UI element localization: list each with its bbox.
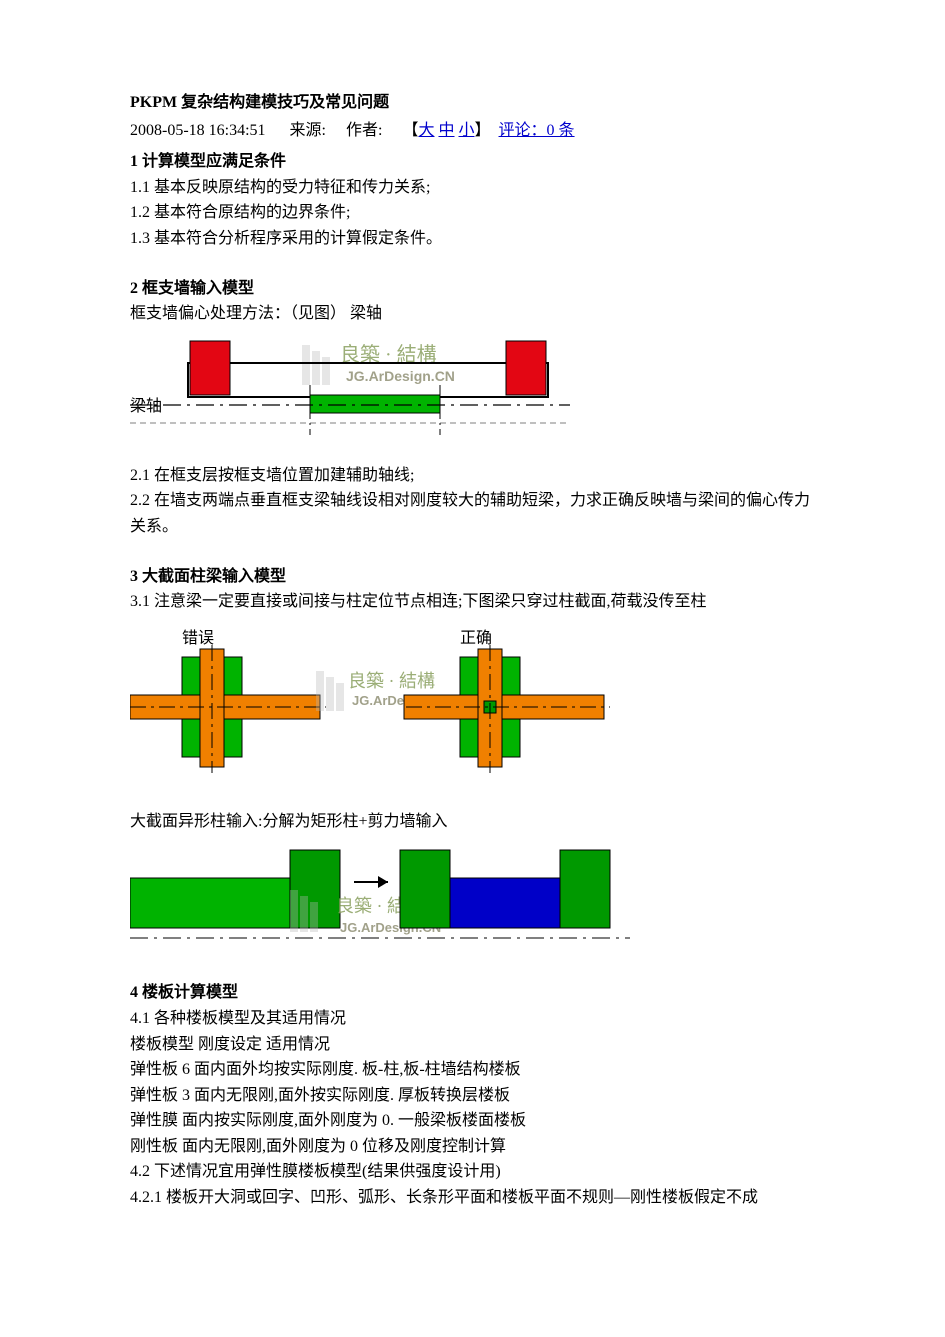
label-correct: 正确 <box>460 629 492 647</box>
axis-label: 梁轴 <box>130 397 162 415</box>
s2-item-1: 2.1 在框支层按框支墙位置加建辅助轴线; <box>130 463 815 489</box>
s4-item-8: 4.2.1 楼板开大洞或回字、凹形、弧形、长条形平面和楼板平面不规则—刚性楼板假… <box>130 1185 815 1211</box>
arrow-head-icon <box>378 876 388 888</box>
s4-item-4: 弹性板 3 面内无限刚,面外按实际刚度. 厚板转换层楼板 <box>130 1083 815 1109</box>
comments-link[interactable]: 评论：0 条 <box>499 122 575 139</box>
s3-line-2: 大截面异形柱输入:分解为矩形柱+剪力墙输入 <box>130 809 815 835</box>
label-wrong: 错误 <box>182 629 214 647</box>
font-small-link[interactable]: 小 <box>459 122 475 139</box>
s4-item-6: 刚性板 面内无限刚,面外刚度为 0 位移及刚度控制计算 <box>130 1134 815 1160</box>
dark-green-col-right1 <box>400 850 450 928</box>
watermark-text: 良築 · 結構 <box>348 671 435 691</box>
s2-line-1: 框支墙偏心处理方法：（见图） 梁轴 <box>130 301 815 327</box>
bracket-open: 【 <box>402 122 418 139</box>
diagram-1: 良築 · 結構 JG.ArDesign.CN 梁轴 <box>130 335 815 455</box>
s2-item-2: 2.2 在墙支两端点垂直框支梁轴线设相对刚度较大的辅助短梁，力求正确反映墙与梁间… <box>130 488 815 539</box>
meta-line: 2008-05-18 16:34:51 来源: 作者: 【大 中 小】 评论：0… <box>130 118 815 144</box>
section-4-head: 4 楼板计算模型 <box>130 980 815 1006</box>
s4-item-2: 楼板模型 刚度设定 适用情况 <box>130 1032 815 1058</box>
s4-item-5: 弹性膜 面内按实际刚度,面外刚度为 0. 一般梁板楼面楼板 <box>130 1108 815 1134</box>
big-green-left <box>130 878 300 928</box>
s3-item-1: 3.1 注意梁一定要直接或间接与柱定位节点相连;下图梁只穿过柱截面,荷载没传至柱 <box>130 589 815 615</box>
section-3-head: 3 大截面柱梁输入模型 <box>130 564 815 590</box>
diagram-2: 错误 正确 良築 · 結構 JG.ArDesign.CN <box>130 623 815 783</box>
s4-item-7: 4.2 下述情况宜用弹性膜楼板模型(结果供强度设计用) <box>130 1159 815 1185</box>
author-label: 作者: <box>346 122 382 139</box>
section-1-head: 1 计算模型应满足条件 <box>130 149 815 175</box>
s1-item-3: 1.3 基本符合分析程序采用的计算假定条件。 <box>130 226 815 252</box>
s4-item-3: 弹性板 6 面内面外均按实际刚度. 板-柱,板-柱墙结构楼板 <box>130 1057 815 1083</box>
left-column <box>190 341 230 395</box>
green-slab <box>310 395 440 413</box>
page: PKPM 复杂结构建模技巧及常见问题 2008-05-18 16:34:51 来… <box>0 0 945 1337</box>
watermark-buildings-icon <box>316 671 344 711</box>
right-column <box>506 341 546 395</box>
s1-item-2: 1.2 基本符合原结构的边界条件; <box>130 200 815 226</box>
watermark-buildings-icon <box>302 345 330 385</box>
bracket-close: 】 <box>475 122 491 139</box>
datetime: 2008-05-18 16:34:51 <box>130 122 266 139</box>
source-label: 来源: <box>290 122 326 139</box>
s1-item-1: 1.1 基本反映原结构的受力特征和传力关系; <box>130 175 815 201</box>
watermark-sub: JG.ArDesign.CN <box>346 368 455 384</box>
section-2-head: 2 框支墙输入模型 <box>130 276 815 302</box>
article-title: PKPM 复杂结构建模技巧及常见问题 <box>130 90 815 116</box>
s4-item-1: 4.1 各种楼板模型及其适用情况 <box>130 1006 815 1032</box>
font-large-link[interactable]: 大 <box>418 122 434 139</box>
font-mid-link[interactable]: 中 <box>438 122 454 139</box>
blue-wall <box>450 878 570 928</box>
diagram-3: 良築 · 結構 JG.ArDesign.CN <box>130 842 815 972</box>
dark-green-col-right2 <box>560 850 610 928</box>
